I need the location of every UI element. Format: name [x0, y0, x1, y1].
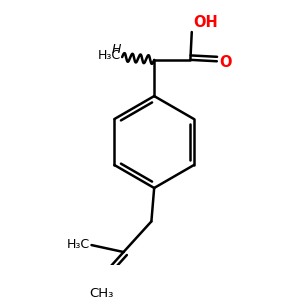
Text: H₃C: H₃C	[98, 49, 121, 62]
Text: H: H	[111, 43, 121, 56]
Text: OH: OH	[193, 15, 218, 30]
Text: CH₃: CH₃	[89, 287, 113, 300]
Text: H₃C: H₃C	[67, 238, 90, 251]
Text: O: O	[219, 55, 232, 70]
